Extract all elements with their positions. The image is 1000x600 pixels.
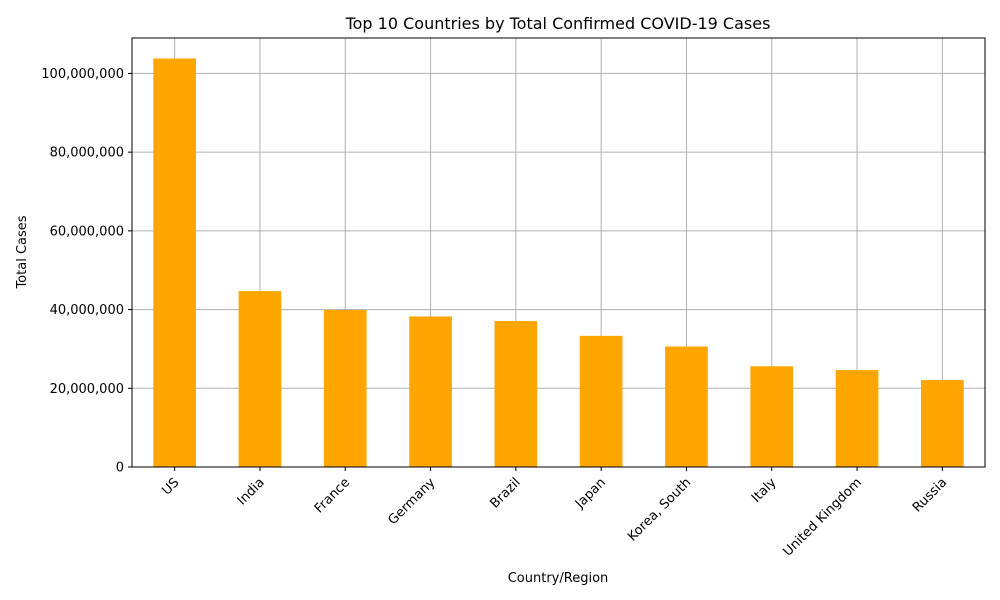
x-axis-label: Country/Region (508, 571, 609, 586)
y-tick-label: 100,000,000 (41, 67, 124, 82)
bar-italy (750, 366, 794, 467)
bar-germany (409, 316, 452, 467)
bar-japan (579, 335, 623, 467)
bar-us (153, 58, 196, 467)
chart-title: Top 10 Countries by Total Confirmed COVI… (345, 14, 771, 33)
y-tick-label: 0 (116, 461, 124, 476)
y-tick-label: 80,000,000 (50, 146, 124, 161)
bars (153, 58, 964, 467)
y-tick-label: 40,000,000 (50, 303, 124, 318)
bar-russia (921, 380, 964, 467)
bar-brazil (494, 321, 538, 467)
y-axis-label: Total Cases (15, 215, 30, 289)
bar-korea-south (665, 346, 708, 467)
y-axis-ticks: 0 20,000,000 40,000,000 60,000,000 80,000,00… (41, 67, 132, 476)
plot-frame (131, 37, 986, 468)
bar-united-kingdom (835, 370, 879, 467)
y-tick-label: 60,000,000 (50, 224, 124, 239)
bar-india (238, 291, 282, 467)
y-tick-label: 20,000,000 (50, 382, 124, 397)
bar-france (323, 309, 367, 467)
